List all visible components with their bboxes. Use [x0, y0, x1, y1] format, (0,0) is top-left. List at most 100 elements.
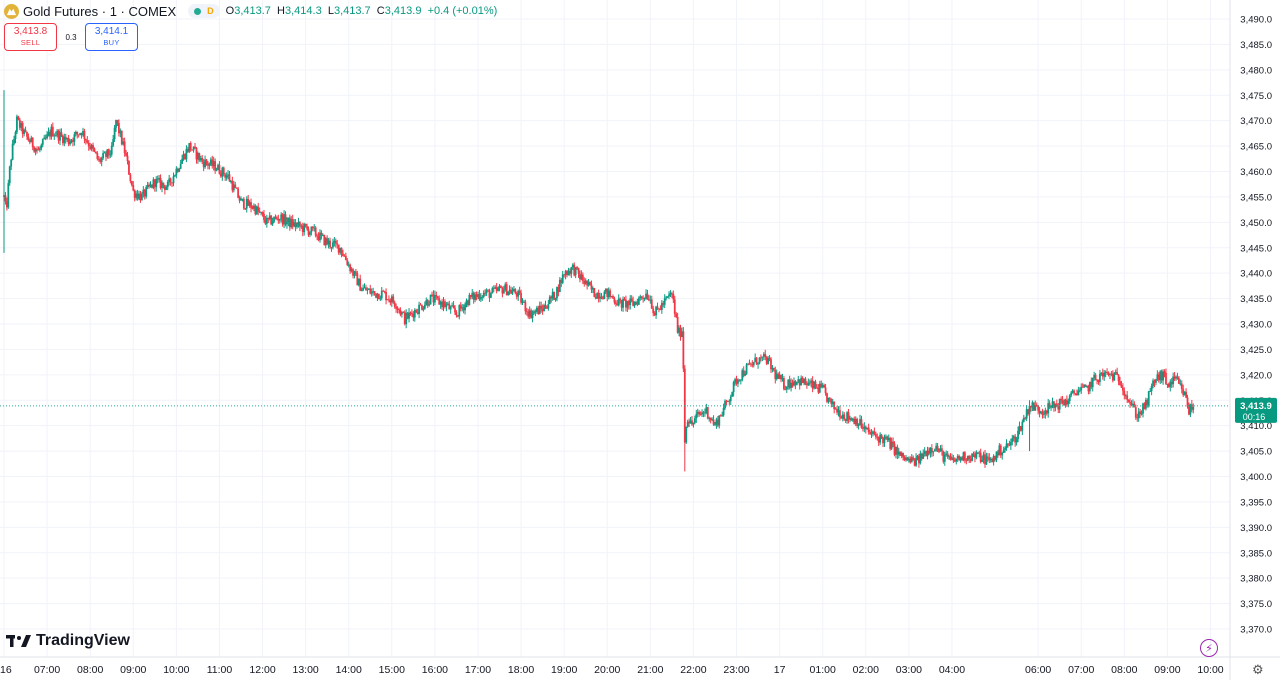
candle-body: [284, 214, 287, 225]
candle-body: [324, 238, 327, 246]
candle-body: [752, 361, 755, 366]
candle-body: [373, 291, 376, 294]
candle-body: [515, 293, 518, 297]
candle-body: [347, 264, 350, 266]
candle-body: [225, 175, 228, 178]
candle-body: [1170, 381, 1173, 385]
candle-body: [20, 123, 23, 128]
candle-body: [456, 315, 459, 317]
candle-body: [218, 164, 221, 174]
candle-body: [481, 296, 484, 298]
candle-body: [8, 166, 11, 184]
candle-body: [989, 458, 992, 461]
price-tick-label: 3,390.0: [1240, 523, 1272, 534]
candle-body: [451, 305, 454, 307]
candle-body: [240, 198, 242, 201]
candle-body: [517, 290, 520, 297]
candle-body: [889, 438, 892, 449]
lightning-icon[interactable]: ⚡: [1200, 639, 1218, 657]
candle-body: [1044, 410, 1047, 415]
candle-body: [1100, 372, 1103, 374]
candle-body: [270, 215, 273, 225]
candle-body: [606, 288, 609, 298]
time-axis[interactable]: 16 07:00 08:00 09:00 10:00 11:00 12:00 13:00 14:…: [0, 656, 1280, 676]
candle-body: [1004, 448, 1007, 450]
candle-body: [402, 312, 405, 313]
time-tick-label: 09:00: [120, 664, 146, 676]
candle-body: [685, 426, 688, 443]
candle-body: [120, 130, 123, 145]
candle-body: [185, 148, 188, 160]
candle-body: [699, 414, 702, 416]
candle-body: [850, 418, 853, 421]
candle-body: [959, 457, 962, 461]
symbol-title[interactable]: Gold Futures · 1 · COMEX: [23, 3, 177, 19]
candle-body: [1144, 399, 1147, 409]
candle-body: [195, 147, 198, 160]
bar-countdown: 00:16: [1243, 412, 1266, 422]
candle-body: [830, 398, 833, 404]
candle-body: [432, 294, 435, 303]
candle-body: [67, 138, 70, 145]
high-value: 3,414.3: [285, 5, 322, 17]
candle-body: [627, 301, 630, 306]
candle-body: [84, 139, 87, 141]
candle-body: [831, 401, 834, 404]
candle-body: [846, 412, 849, 421]
price-tick-label: 3,430.0: [1240, 320, 1272, 331]
time-tick-label: 11:00: [207, 664, 233, 676]
candle-body: [1192, 407, 1195, 410]
candle-body: [260, 212, 262, 213]
candle-body: [682, 331, 685, 369]
candle-body: [1147, 391, 1150, 406]
candle-body: [900, 452, 903, 457]
candle-body: [247, 198, 250, 206]
candle-body: [561, 274, 564, 283]
candle-body: [50, 126, 53, 137]
tradingview-logo[interactable]: TradingView: [6, 632, 130, 650]
candle-body: [1157, 374, 1160, 381]
candle-body: [1091, 377, 1094, 388]
candle-body: [1160, 371, 1163, 381]
candle-body: [207, 163, 209, 166]
time-tick-label: 10:00: [1197, 664, 1223, 676]
candle-body: [166, 181, 169, 188]
gear-icon[interactable]: ⚙: [1252, 662, 1264, 677]
price-tick-label: 3,455.0: [1240, 192, 1272, 203]
candle-body: [426, 300, 429, 306]
time-tick-label: 09:00: [1154, 664, 1180, 676]
candle-body: [574, 267, 577, 276]
candle-body: [377, 293, 380, 300]
symbol-legend[interactable]: Gold Futures · 1 · COMEX D O3,413.7 H3,4…: [4, 2, 497, 20]
candle-body: [174, 175, 176, 177]
candle-body: [143, 189, 146, 197]
candle-body: [1063, 403, 1065, 406]
candle-body: [392, 296, 395, 303]
candle-body: [17, 116, 20, 120]
candle-body: [110, 145, 113, 155]
candle-body: [286, 221, 288, 225]
time-tick-label: 21:00: [637, 664, 663, 676]
candle-body: [54, 135, 57, 137]
low-label: L: [327, 5, 334, 17]
sell-price: 3,413.8: [13, 26, 48, 37]
candle-body: [1162, 371, 1165, 381]
sell-button[interactable]: 3,413.8 SELL: [4, 23, 57, 51]
candle-body: [978, 452, 981, 454]
candle-body: [1111, 373, 1114, 381]
candle-body: [363, 287, 366, 289]
candle-body: [887, 438, 890, 440]
market-status[interactable]: D: [188, 4, 220, 18]
candle-body: [129, 174, 132, 182]
candle-body: [610, 296, 613, 297]
candle-body: [1101, 372, 1104, 377]
candle-body: [403, 312, 406, 325]
candle-body: [797, 379, 800, 382]
candle-body: [326, 238, 329, 245]
candle-body: [1106, 372, 1108, 373]
candle-body: [594, 297, 597, 299]
buy-button[interactable]: 3,414.1 BUY: [85, 23, 138, 51]
price-axis[interactable]: 3,490.0 3,485.0 3,480.0 3,475.0 3,470.0 3,465…: [1229, 0, 1272, 680]
candle-body: [663, 298, 666, 305]
